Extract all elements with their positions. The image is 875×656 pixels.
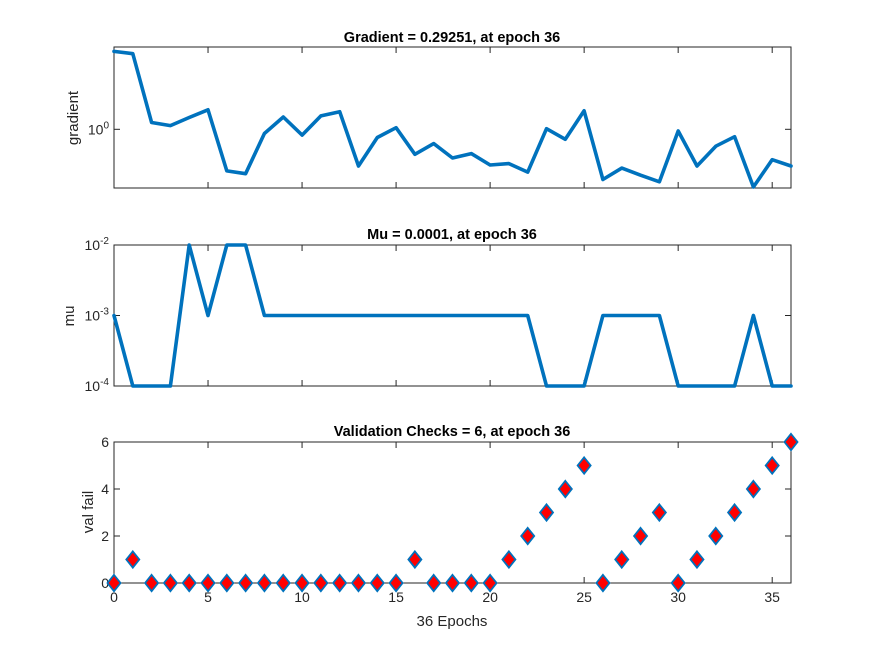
gradient-y-ticks: 100 <box>88 120 791 137</box>
mu-y-axis-label: mu <box>61 306 78 327</box>
validation-x-tick-label: 15 <box>388 589 404 605</box>
mu-y-ticks: 10-4 10-3 10-2 <box>85 236 791 394</box>
validation-point <box>689 549 705 570</box>
validation-point <box>614 549 630 570</box>
validation-x-tick-label: 5 <box>204 589 212 605</box>
validation-x-ticks: 0 5 10 15 20 25 30 35 <box>110 442 780 605</box>
validation-x-tick-label: 25 <box>576 589 592 605</box>
validation-y-axis-label: val fail <box>80 491 97 534</box>
gradient-title: Gradient = 0.29251, at epoch 36 <box>344 30 560 46</box>
validation-x-tick-label: 30 <box>670 589 686 605</box>
gradient-panel: Gradient = 0.29251, at epoch 36 gradient… <box>65 30 793 189</box>
validation-point <box>482 573 498 593</box>
validation-y-ticks: 0 2 4 6 <box>101 434 791 591</box>
validation-point <box>595 573 611 593</box>
validation-point <box>332 573 348 593</box>
mu-line <box>112 243 793 388</box>
validation-x-axis-label: 36 Epochs <box>417 613 488 630</box>
validation-point <box>125 549 141 570</box>
validation-point <box>783 432 799 452</box>
validation-point <box>557 479 573 499</box>
validation-x-tick-label: 35 <box>764 589 780 605</box>
validation-panel: Validation Checks = 6, at epoch 36 val f… <box>80 424 799 630</box>
validation-point <box>632 526 649 546</box>
validation-point <box>444 573 461 593</box>
validation-point <box>426 573 442 593</box>
mu-title: Mu = 0.0001, at epoch 36 <box>367 227 537 243</box>
gradient-y-tick-label: 100 <box>88 120 110 137</box>
validation-point <box>764 455 780 476</box>
validation-point <box>463 573 479 593</box>
validation-point <box>501 549 517 570</box>
validation-x-tick-label: 20 <box>482 589 498 605</box>
mu-y-tick-label: 10-2 <box>85 236 110 253</box>
validation-point <box>313 573 329 593</box>
validation-point <box>745 479 762 499</box>
validation-point <box>200 573 216 593</box>
mu-series <box>112 243 793 388</box>
validation-point <box>407 549 423 570</box>
gradient-x-ticks <box>113 47 773 188</box>
validation-point <box>106 573 122 593</box>
validation-y-tick-label: 2 <box>101 528 109 544</box>
validation-axes-box <box>113 441 792 584</box>
mu-panel: Mu = 0.0001, at epoch 36 mu 10-4 10-3 10-2 <box>61 227 793 394</box>
validation-y-tick-label: 6 <box>101 434 109 450</box>
validation-point <box>538 502 555 523</box>
validation-point <box>369 573 385 593</box>
gradient-axes-box <box>113 46 792 189</box>
validation-point <box>651 502 668 523</box>
validation-point <box>162 573 179 593</box>
validation-title: Validation Checks = 6, at epoch 36 <box>334 424 571 440</box>
validation-point <box>237 573 254 593</box>
validation-point <box>181 573 197 593</box>
validation-point <box>670 573 686 593</box>
gradient-series <box>112 49 793 189</box>
gradient-line <box>112 49 793 189</box>
mu-y-tick-label: 10-3 <box>85 307 110 324</box>
validation-point <box>219 573 235 593</box>
validation-point <box>256 573 273 593</box>
validation-point <box>520 526 536 546</box>
validation-point <box>275 573 291 593</box>
validation-y-tick-label: 0 <box>101 575 109 591</box>
validation-x-tick-label: 10 <box>294 589 310 605</box>
gradient-y-axis-label: gradient <box>65 90 82 145</box>
validation-point <box>726 502 743 523</box>
validation-y-tick-label: 4 <box>101 481 109 497</box>
validation-point <box>350 573 367 593</box>
validation-series <box>106 432 799 593</box>
validation-point <box>576 455 592 476</box>
validation-point <box>294 573 310 593</box>
validation-x-tick-label: 0 <box>110 589 118 605</box>
validation-point <box>388 573 404 593</box>
mu-y-tick-label: 10-4 <box>85 377 110 394</box>
validation-point <box>143 573 160 593</box>
validation-point <box>708 526 724 546</box>
